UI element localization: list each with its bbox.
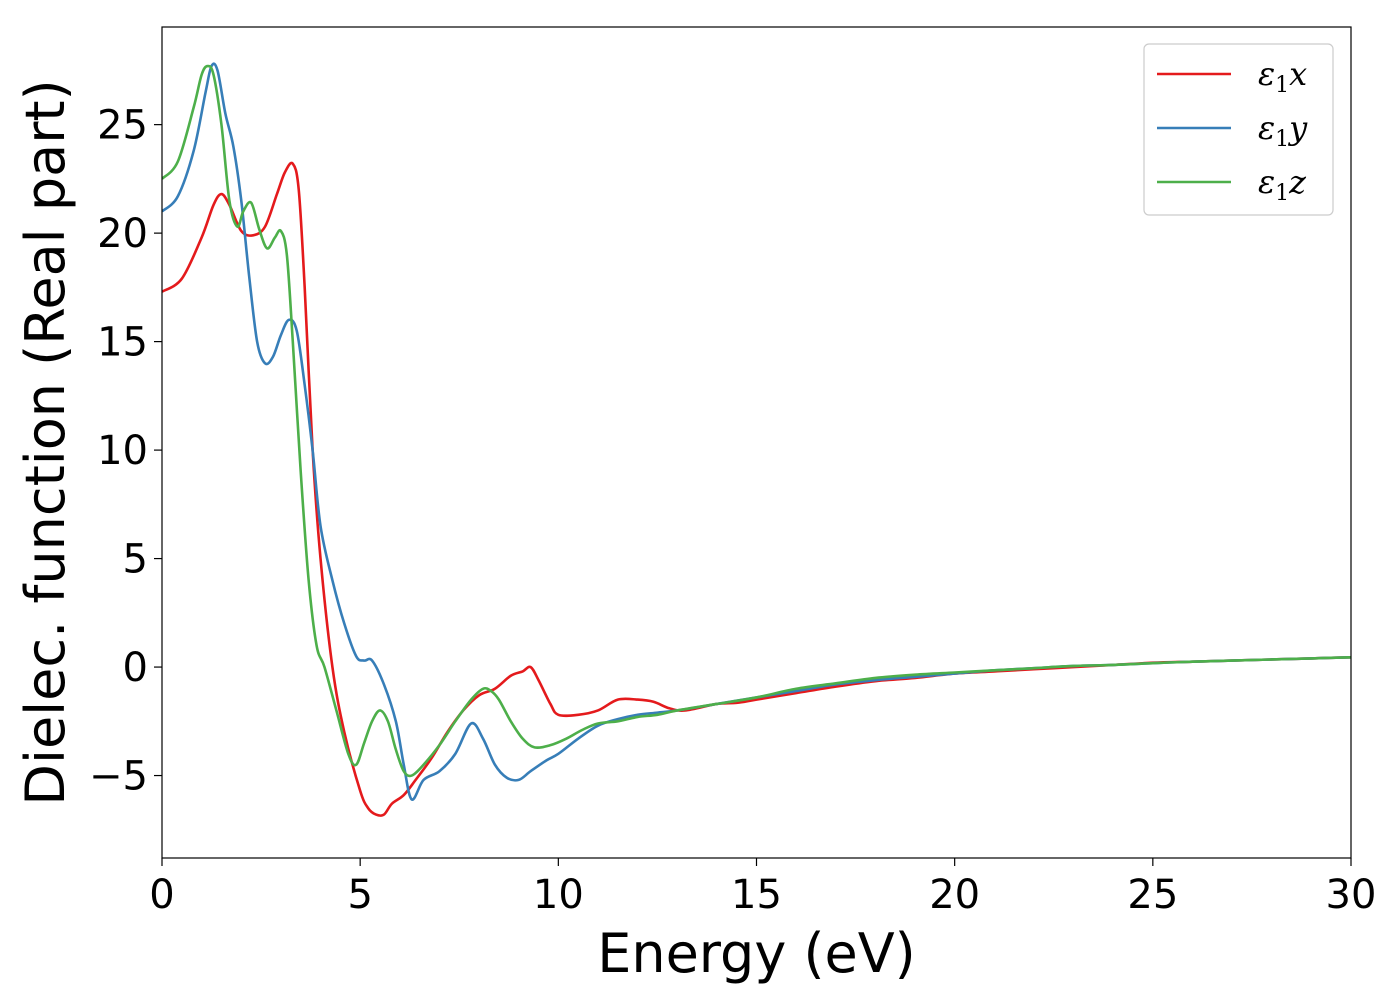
y-tick-label: 10 xyxy=(97,428,148,474)
y-tick-label: 15 xyxy=(97,320,148,366)
legend-label-base: ε xyxy=(1258,55,1275,93)
y-tick-label: 25 xyxy=(97,103,148,149)
x-axis-title: Energy (eV) xyxy=(597,922,916,985)
legend-box xyxy=(1143,43,1334,216)
legend-label-subscript: 1 xyxy=(1275,181,1289,206)
legend-label-base: ε xyxy=(1258,163,1275,201)
legend-label-z: ε1z xyxy=(1258,163,1307,206)
series-line-x xyxy=(162,161,1351,817)
series-group xyxy=(162,62,1351,817)
x-tick-label: 5 xyxy=(347,872,372,918)
legend-label-y: ε1y xyxy=(1258,109,1308,152)
y-tick-label: −5 xyxy=(89,754,148,800)
legend-label-base: ε xyxy=(1258,109,1275,147)
y-axis-ticks: −5 0 5 10 15 20 25 xyxy=(89,103,162,800)
y-tick-label: 5 xyxy=(123,537,148,583)
x-tick-label: 0 xyxy=(149,872,174,918)
legend-label-variable: z xyxy=(1288,163,1307,201)
x-tick-label: 15 xyxy=(731,872,782,918)
y-axis-title: Dielec. function (Real part) xyxy=(14,79,77,805)
x-tick-label: 25 xyxy=(1127,872,1178,918)
legend-label-subscript: 1 xyxy=(1275,127,1289,152)
x-axis-ticks: 0 5 10 15 20 25 30 xyxy=(149,858,1376,918)
x-tick-label: 30 xyxy=(1326,872,1377,918)
legend-label-subscript: 1 xyxy=(1275,73,1289,98)
x-tick-label: 10 xyxy=(533,872,584,918)
series-line-z xyxy=(162,64,1351,778)
legend-label-variable: x xyxy=(1289,55,1307,93)
x-tick-label: 20 xyxy=(929,872,980,918)
legend-label-x: ε1x xyxy=(1258,55,1307,98)
y-tick-label: 20 xyxy=(97,211,148,257)
legend-label-variable: y xyxy=(1287,109,1308,147)
y-tick-label: 0 xyxy=(123,645,148,691)
